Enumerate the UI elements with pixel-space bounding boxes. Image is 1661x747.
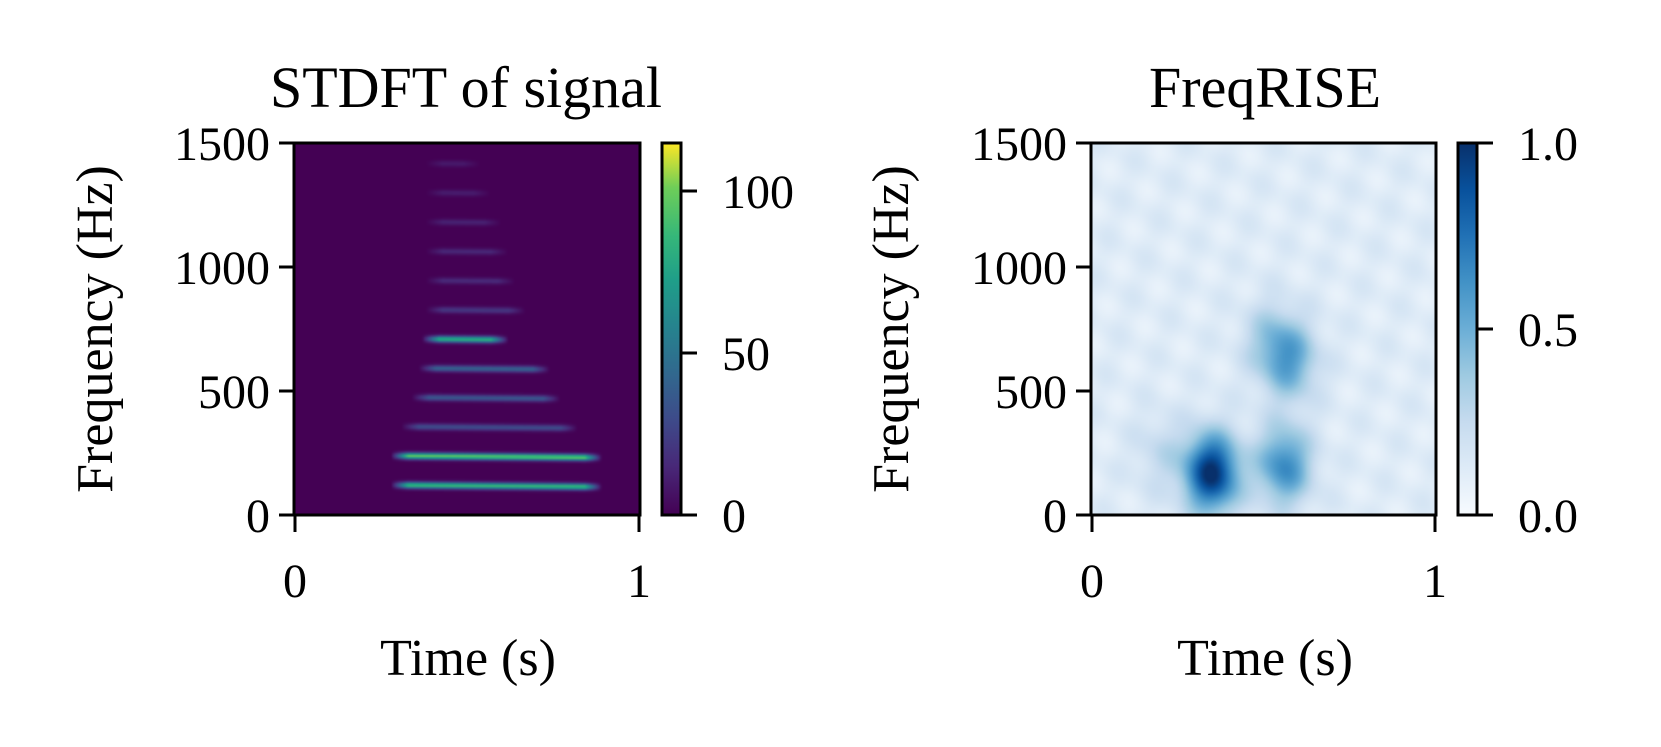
freqrise-ytick-label: 1500	[971, 118, 1067, 171]
stdft-xlabel: Time (s)	[380, 630, 556, 687]
freqrise-cbar-label: 0.0	[1518, 490, 1578, 543]
freqrise-title: FreqRISE	[1149, 55, 1381, 120]
stdft-heatmap	[294, 143, 640, 515]
stdft-cbar-label: 0	[722, 490, 746, 543]
stdft-plot-frame	[292, 141, 642, 517]
freqrise-xtick-label: 0	[1080, 555, 1104, 608]
stdft-ylabel: Frequency (Hz)	[67, 165, 124, 493]
stdft-title: STDFT of signal	[270, 55, 662, 120]
freqrise-xtick-label: 1	[1423, 555, 1447, 608]
stdft-panel: STDFT of signal 0 500 1000 1500 0 1 Time…	[67, 55, 794, 687]
freqrise-ytick-label: 500	[995, 366, 1067, 419]
freqrise-ylabel: Frequency (Hz)	[863, 165, 920, 493]
freqrise-cbar-label: 1.0	[1518, 118, 1578, 171]
stdft-ytick-label: 1500	[174, 118, 270, 171]
stdft-ytick-label: 1000	[174, 242, 270, 295]
freqrise-colorbar	[1456, 141, 1479, 517]
stdft-ytick-label: 500	[198, 366, 270, 419]
stdft-cbar-label: 100	[722, 166, 794, 219]
freqrise-ytick-label: 0	[1043, 490, 1067, 543]
stdft-colorbar	[660, 141, 683, 517]
freqrise-plot-frame	[1089, 141, 1438, 517]
freqrise-xlabel: Time (s)	[1177, 630, 1353, 687]
stdft-ytick-label: 0	[246, 490, 270, 543]
freqrise-heatmap	[1091, 143, 1436, 515]
stdft-xtick-label: 0	[283, 555, 307, 608]
freqrise-ytick-label: 1000	[971, 242, 1067, 295]
freqrise-cbar-label: 0.5	[1518, 304, 1578, 357]
stdft-xtick-label: 1	[627, 555, 651, 608]
freqrise-panel: FreqRISE 0 500 1000 1500 0 1 Time (s) Fr…	[863, 55, 1578, 687]
stdft-cbar-label: 50	[722, 328, 770, 381]
